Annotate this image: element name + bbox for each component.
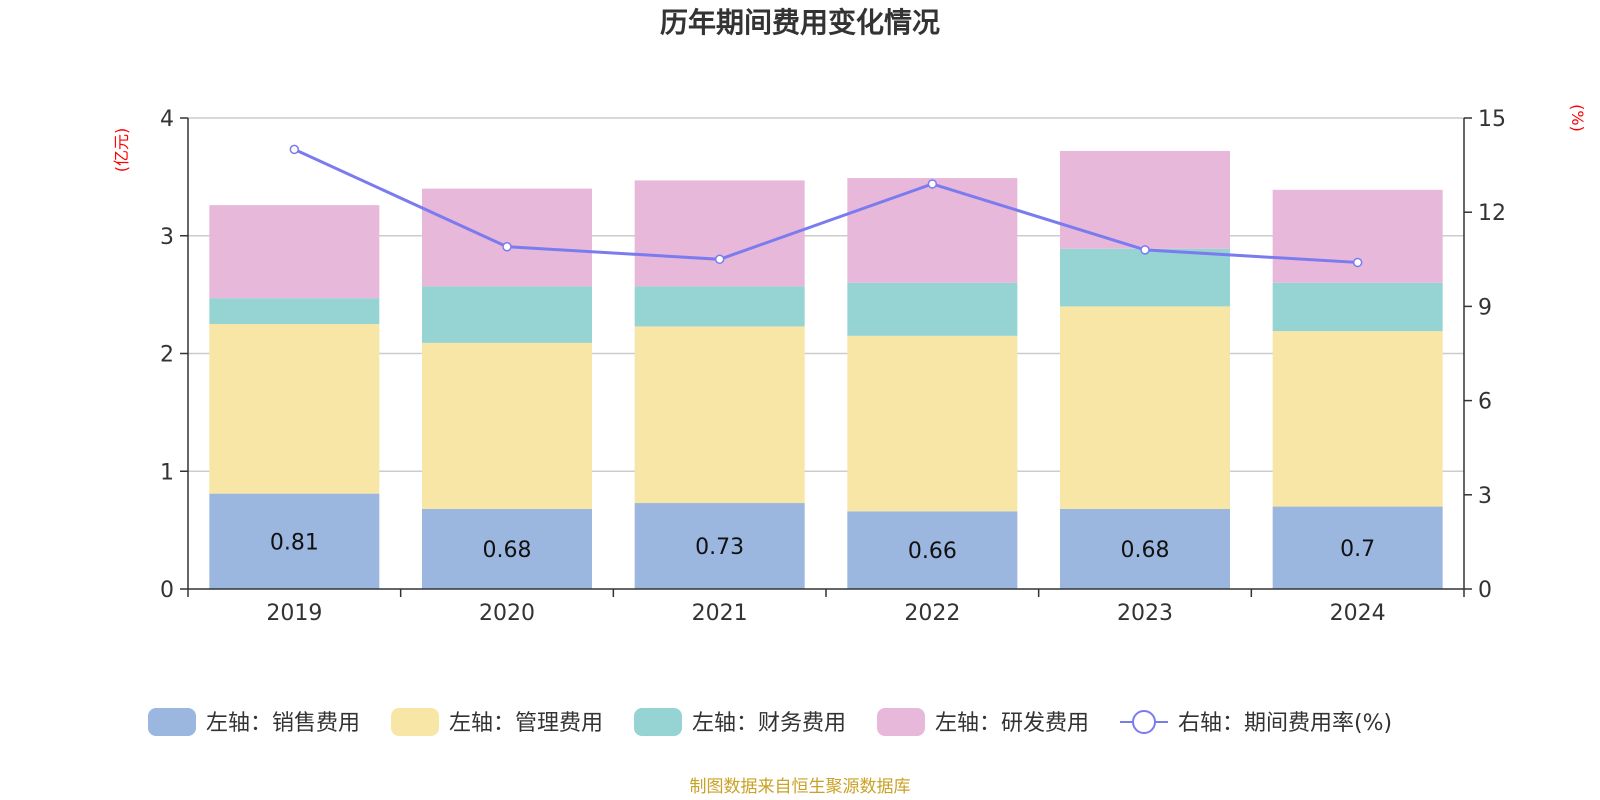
x-tick-label: 2024 [1330,601,1386,626]
bar-segment [847,511,1018,589]
legend-label: 左轴：财务费用 [692,711,846,736]
bar-segment [1060,508,1230,589]
bar-segment [847,335,1018,512]
source-note: 制图数据来自恒生聚源数据库 [690,777,911,797]
bar-segment [422,286,592,343]
legend-swatch [148,708,196,736]
legend-label: 左轴：管理费用 [449,711,603,736]
bar-data-label: 0.81 [270,530,319,555]
right-axis-unit: (%) [1568,104,1587,132]
bar-segment [1272,506,1443,589]
legend-swatch [634,708,682,736]
left-tick-label: 0 [160,578,174,603]
bar-segment [209,324,380,494]
bar-segment [847,282,1018,336]
left-tick-label: 3 [160,225,174,250]
bar-data-label: 0.68 [483,538,532,563]
x-tick-label: 2020 [479,601,535,626]
x-tick-label: 2022 [904,601,960,626]
right-tick-label: 0 [1478,578,1492,603]
bar-data-label: 0.73 [695,535,744,560]
rate-line-point [1140,245,1150,255]
bar-segment [634,180,805,287]
legend-swatch [877,708,925,736]
bars [209,150,1443,589]
legend-swatch-marker [1132,710,1156,734]
x-tick-label: 2023 [1117,601,1173,626]
rate-line-point [1352,257,1363,268]
rate-line-point [927,179,938,189]
bar-segment [1272,331,1443,507]
left-axis-unit: (亿元) [112,128,131,173]
right-tick-label: 9 [1478,295,1492,320]
x-tick-label: 2021 [692,601,748,626]
legend: 左轴：销售费用 左轴：管理费用 左轴：财务费用 左轴：研发费用 右轴：期间费用率(%) [148,708,1392,736]
bar-segment [422,188,592,287]
legend-label: 左轴：研发费用 [935,711,1089,736]
legend-label: 右轴：期间费用率(%) [1178,711,1392,736]
bar-segment [634,326,805,504]
right-tick-label: 3 [1478,484,1492,509]
bar-segment [634,503,805,589]
x-tick-label: 2019 [266,601,322,626]
bar-segment [634,286,805,327]
bar-segment [422,508,592,589]
bar-data-label: 0.66 [908,539,957,564]
bar-segment [847,178,1018,283]
right-tick-label: 6 [1478,390,1492,415]
chart-title: 历年期间费用变化情况 [660,6,940,39]
rate-line-point [714,254,725,265]
rate-line-path [293,148,1358,264]
bar-segment [1060,306,1230,509]
gridlines [188,117,1464,472]
left-tick-label: 4 [160,107,174,132]
left-tick-label: 2 [160,343,174,368]
right-tick-label: 15 [1478,107,1506,132]
bar-segment [209,205,380,299]
bar-segment [1272,282,1443,332]
bar-segment [1272,189,1443,283]
legend-label: 左轴：销售费用 [206,711,360,736]
rate-line-point [502,241,512,252]
data-labels: 0.81 0.68 0.73 0.66 0.68 0.7 [270,530,1375,564]
bar-segment [1060,248,1230,307]
bar-data-label: 0.7 [1340,537,1375,562]
legend-swatch [391,708,439,736]
rate-line [289,144,1363,268]
right-tick-label: 12 [1478,201,1506,226]
bar-data-label: 0.68 [1121,538,1170,563]
bar-segment [422,342,592,509]
left-tick-label: 1 [160,460,174,485]
rate-line-point [289,144,300,155]
bar-segment [1060,150,1230,249]
bar-segment [209,493,380,589]
bar-segment [209,298,380,325]
